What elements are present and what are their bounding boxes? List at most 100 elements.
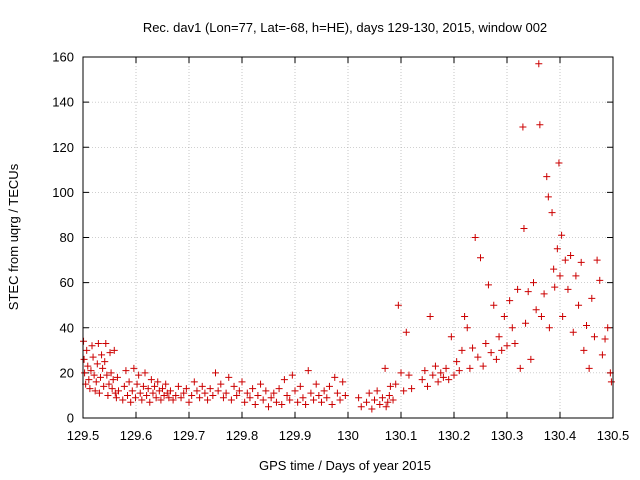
data-point [109,376,117,384]
data-point [222,389,230,397]
data-point [243,389,251,397]
data-point [180,389,188,397]
data-point [315,391,323,399]
data-point [408,385,416,393]
x-tick-label: 130.1 [385,428,418,443]
data-point [405,371,413,379]
data-point [588,294,596,302]
data-point [503,342,511,350]
data-point [124,391,132,399]
data-point [259,396,267,404]
data-point [553,245,561,253]
data-point [133,380,141,388]
data-point [225,373,233,381]
data-point [149,389,157,397]
data-point [577,258,585,266]
data-point [575,301,583,309]
data-point [275,385,283,393]
y-tick-label: 160 [52,50,74,65]
data-point [83,346,91,354]
data-point [204,396,212,404]
data-point [450,371,458,379]
data-point [458,346,466,354]
data-point [453,358,461,366]
data-point [241,398,249,406]
data-point [447,333,455,341]
data-point [102,340,110,348]
data-point [439,373,447,381]
y-tick-label: 40 [60,320,74,335]
data-point [381,364,389,372]
data-point [508,324,516,332]
data-point [585,364,593,372]
data-point [90,371,98,379]
data-point [257,380,265,388]
chart-title: Rec. dav1 (Lon=77, Lat=-68, h=HE), days … [143,20,547,35]
data-point [212,369,219,377]
x-tick-label: 130.2 [438,428,471,443]
data-point [280,376,288,384]
data-point [101,358,109,366]
data-point [583,321,590,329]
data-point [135,371,143,379]
data-point [125,378,133,386]
data-point [378,394,386,402]
data-point [519,123,527,131]
data-point [172,391,180,399]
y-tick-label: 100 [52,185,74,200]
data-point [99,364,107,372]
data-point [88,342,96,350]
data-point [254,391,262,399]
data-point [341,391,349,399]
data-point [302,400,310,408]
data-point [434,378,442,386]
data-point [532,306,540,314]
data-point [144,385,152,393]
data-point [283,391,291,399]
data-point [86,385,94,393]
data-point [431,362,439,370]
data-point [522,319,530,327]
data-point [402,328,410,336]
tick-labels: 129.5 129.6 129.7 129.8 129.9 130 130.1 130.2 13… [52,50,629,444]
data-point [397,369,405,377]
data-point [556,272,564,280]
data-point [91,387,99,395]
data-point [484,281,492,289]
data-point [151,382,159,390]
data-point [85,376,93,384]
x-tick-label: 130 [337,428,359,443]
data-point [564,285,572,293]
data-point [136,389,144,397]
x-tick-label: 129.6 [120,428,153,443]
data-point [373,387,381,395]
data-point [598,351,606,359]
data-point [272,398,280,406]
data-point [561,256,569,264]
data-point [115,387,123,395]
data-point [146,398,154,406]
data-point [112,394,120,402]
data-point [217,380,225,388]
data-point [299,394,307,402]
data-point [128,387,136,395]
x-tick-label: 130.5 [597,428,630,443]
data-point [426,312,434,320]
data-points [80,60,615,413]
data-point [490,301,498,309]
data-point [288,371,296,379]
y-tick-label: 140 [52,95,74,110]
data-point [363,398,371,406]
data-point [251,400,259,408]
data-point [590,333,598,341]
x-tick-label: 129.8 [226,428,259,443]
data-point [530,279,537,287]
data-point [81,369,89,377]
data-point [113,373,121,381]
data-point [323,394,331,402]
data-point [548,209,556,217]
data-point [233,391,241,399]
data-point [162,380,170,388]
data-point [365,389,373,397]
data-point [80,355,88,363]
